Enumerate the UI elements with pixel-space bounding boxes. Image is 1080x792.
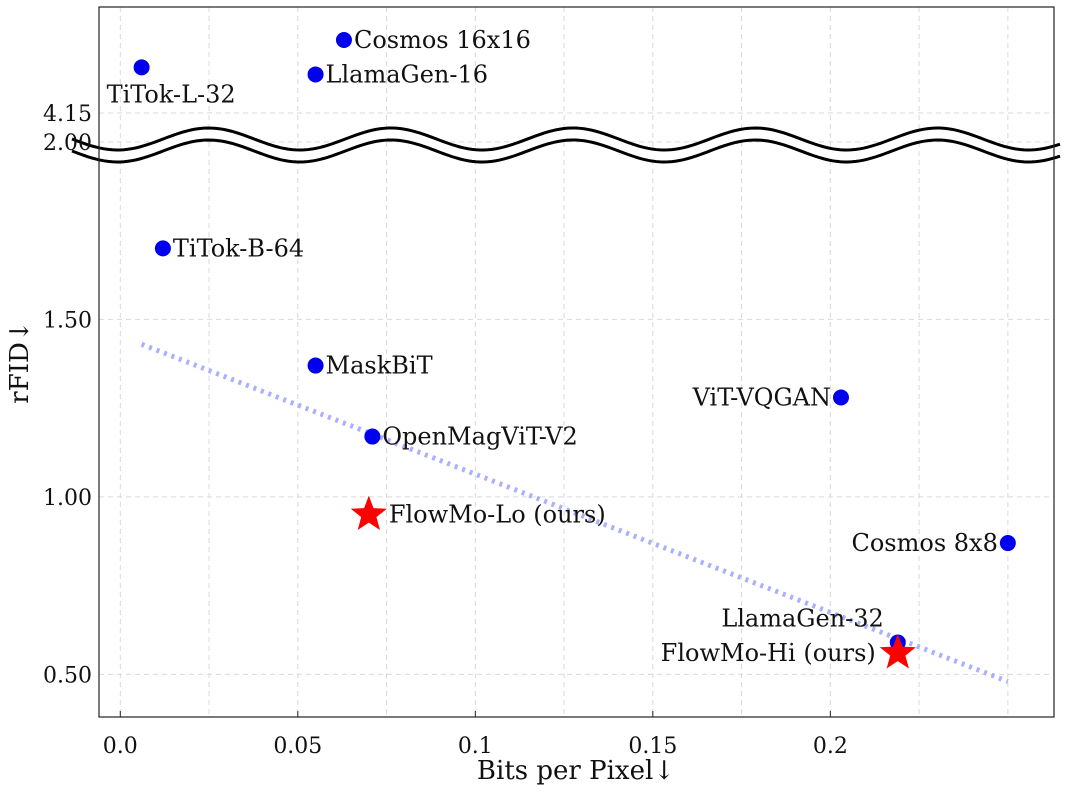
point-labels: Cosmos 16x16 TiTok-L-32 LlamaGen-16 TiTok-B… (107, 26, 998, 667)
y-break-tick-label: 4.15 (43, 102, 92, 127)
label-titok-l-32: TiTok-L-32 (107, 80, 236, 108)
axis-break-wave-upper (71, 126, 1061, 152)
label-cosmos-16x16: Cosmos 16x16 (354, 26, 531, 54)
x-tick-label: 0.05 (273, 734, 322, 759)
label-titok-b-64: TiTok-B-64 (173, 234, 304, 262)
label-llamagen-16: LlamaGen-16 (326, 60, 488, 88)
label-cosmos-8x8: Cosmos 8x8 (851, 529, 997, 557)
trendline-layer (140, 341, 1009, 684)
trendline (140, 341, 1009, 684)
y-tick-label: 1.00 (43, 486, 92, 511)
plot-frame (98, 6, 1055, 718)
y-tick-label: 0.50 (43, 663, 92, 688)
label-flowmo-hi-ours: FlowMo-Hi (ours) (661, 639, 876, 667)
point-llamagen-16 (307, 66, 324, 83)
x-tick-label: 0.1 (458, 734, 493, 759)
point-titok-b-64 (154, 240, 171, 257)
tick-labels: 0.0 0.05 0.1 0.15 0.2 0.50 1.00 1.50 2.00 4.15 (43, 102, 848, 759)
y-axis-label: rFID↓ (5, 320, 35, 403)
axis-break-band (72, 128, 1062, 162)
x-tick-label: 0.2 (813, 734, 848, 759)
x-tick-label: 0.0 (103, 734, 138, 759)
star-point-flowmo-hi-ours (879, 634, 916, 669)
label-llamagen-32: LlamaGen-32 (721, 604, 883, 632)
y-tick-label: 1.50 (43, 308, 92, 333)
point-cosmos-8x8 (999, 535, 1016, 552)
label-openmagvit-v2: OpenMagViT-V2 (382, 423, 577, 451)
x-axis-label: Bits per Pixel↓ (477, 756, 675, 786)
point-vit-vqgan (832, 389, 849, 406)
y-tick-label: 2.00 (43, 131, 92, 156)
point-openmagvit-v2 (364, 428, 381, 445)
star-point-flowmo-lo-ours (350, 495, 387, 531)
label-maskbit: MaskBiT (326, 352, 433, 380)
grid (99, 7, 1054, 717)
point-maskbit (307, 357, 324, 374)
x-tick-label: 0.15 (628, 734, 677, 759)
point-titok-l-32 (133, 59, 150, 76)
points-layer (133, 32, 1016, 669)
axis-break-wave-lower (71, 138, 1061, 164)
label-vit-vqgan: ViT-VQGAN (692, 384, 831, 412)
axis-break (71, 126, 1062, 164)
label-flowmo-lo-ours: FlowMo-Lo (ours) (389, 501, 606, 529)
point-cosmos-16x16 (335, 32, 352, 48)
